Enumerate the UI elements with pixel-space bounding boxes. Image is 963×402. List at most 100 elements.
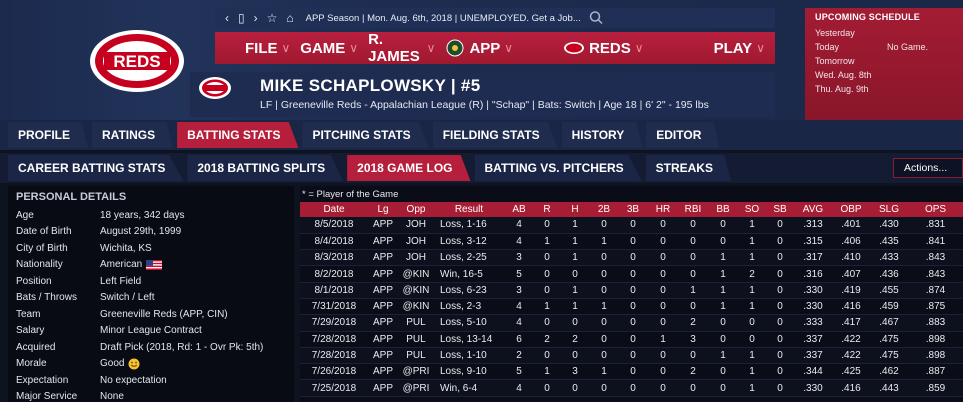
subtab-batting-vs-pitchers[interactable]: BATTING VS. PITCHERS	[474, 155, 642, 181]
table-cell: APP	[368, 363, 398, 381]
column-header[interactable]: AVG	[802, 204, 824, 215]
table-row[interactable]: 8/1/2018 APP @KIN Loss, 6-23 3 0 1 0 0 0 1 1 1 0.330.…	[300, 282, 963, 299]
column-header[interactable]: SLG	[878, 204, 899, 215]
table-cell: 0	[590, 249, 618, 267]
subtab-batting-splits[interactable]: 2018 BATTING SPLITS	[187, 155, 344, 181]
forward-icon[interactable]: ›	[253, 11, 258, 25]
column-header[interactable]: HR	[655, 204, 671, 215]
column-header[interactable]: 2B	[597, 204, 611, 215]
column-header[interactable]: AB	[512, 204, 526, 215]
schedule-row[interactable]: Today No Game.	[815, 42, 929, 52]
column-header[interactable]: R	[543, 204, 551, 215]
reds-logo: REDS	[88, 28, 186, 94]
table-cell: 3	[504, 249, 534, 267]
actions-dropdown[interactable]: Actions...	[893, 158, 963, 178]
subtab-game-log[interactable]: 2018 GAME LOG	[347, 155, 471, 181]
chevron-down-icon: ∨	[281, 41, 291, 55]
table-cell: 0	[738, 331, 766, 348]
tab-ratings[interactable]: RATINGS	[92, 122, 174, 148]
table-cell: 7/31/2018	[300, 298, 368, 316]
table-cell: .313	[794, 217, 832, 234]
back-icon[interactable]: ‹	[225, 11, 229, 25]
table-row[interactable]: 7/29/2018 APP PUL Loss, 5-10 4 0 0 0 0 0 2 0 0 0.333.…	[300, 314, 963, 332]
table-cell: .330	[794, 379, 832, 397]
column-header[interactable]: Date	[323, 204, 345, 215]
subtab-streaks[interactable]: STREAKS	[645, 155, 731, 181]
table-cell: 0	[766, 282, 794, 299]
column-header[interactable]: Result	[454, 204, 484, 215]
table-cell: .425	[832, 363, 870, 381]
table-cell: 8/3/2018	[300, 249, 368, 267]
column-header[interactable]: H	[571, 204, 579, 215]
table-cell: .422	[832, 331, 870, 348]
table-cell: 1	[708, 265, 738, 283]
table-row[interactable]: 7/28/2018 APP PUL Loss, 13-14 6 2 2 0 0 1 3 0 0 0.337…	[300, 331, 963, 348]
table-row[interactable]: 8/4/2018 APP JOH Loss, 3-12 4 1 1 1 0 0 0 0 1 0.315.4…	[300, 233, 963, 251]
phone-icon[interactable]: ▯	[238, 11, 245, 25]
table-row[interactable]: 8/5/2018 APP JOH Loss, 1-16 4 0 1 0 0 0 0 0 1 0.313.4…	[300, 217, 963, 234]
table-cell: 0	[678, 379, 708, 397]
table-cell: 0	[648, 282, 678, 299]
table-row[interactable]: 7/26/2018 APP @PRI Loss, 9-10 5 1 3 1 0 0 2 0 1 0.344…	[300, 363, 963, 381]
table-cell: Win, 6-4	[434, 379, 504, 397]
tab-history[interactable]: HISTORY	[561, 122, 643, 148]
table-cell: 0	[534, 347, 560, 365]
table-cell: .859	[908, 379, 963, 397]
column-header[interactable]: RBI	[684, 204, 702, 215]
table-cell: 0	[590, 314, 618, 332]
main-menu: FILE ∨ GAME ∨ R. JAMES ∨ APP ∨ REDS ∨ PLAY ∨	[215, 31, 775, 65]
schedule-row[interactable]: Wed. Aug. 8th	[815, 70, 872, 80]
column-header[interactable]: OBP	[840, 204, 862, 215]
star-icon[interactable]: ☆	[266, 11, 278, 25]
column-header[interactable]: Opp	[406, 204, 426, 215]
breadcrumb: APP Season | Mon. Aug. 6th, 2018 | UNEMP…	[305, 12, 581, 24]
tab-editor[interactable]: EDITOR	[646, 122, 720, 148]
column-header[interactable]: Lg	[377, 204, 389, 215]
detail-row: Age 18 years, 342 days	[16, 209, 185, 221]
tab-batting-stats[interactable]: BATTING STATS	[177, 122, 299, 148]
table-row[interactable]: 7/25/2018 APP @PRI Win, 6-4 4 0 0 0 0 0 0 0 1 0.330.4…	[300, 379, 963, 397]
schedule-row[interactable]: Tomorrow	[815, 56, 855, 66]
table-cell: .887	[908, 363, 963, 381]
table-cell: .874	[908, 282, 963, 299]
table-cell: 1	[590, 298, 618, 316]
table-cell: 7/29/2018	[300, 314, 368, 332]
detail-row: City of Birth Wichita, KS	[16, 242, 152, 254]
tab-pitching-stats[interactable]: PITCHING STATS	[302, 122, 429, 148]
table-cell: 1	[738, 298, 766, 316]
table-cell: 0	[678, 233, 708, 251]
menu-file[interactable]: FILE ∨	[245, 39, 291, 57]
table-cell: .417	[832, 314, 870, 332]
svg-text:REDS: REDS	[113, 52, 160, 71]
table-row[interactable]: 7/28/2018 APP PUL Loss, 1-10 2 0 0 0 0 0 0 1 1 0.337.…	[300, 347, 963, 365]
menu-team[interactable]: REDS ∨	[563, 40, 644, 57]
table-cell: 0	[766, 233, 794, 251]
table-cell: 2	[560, 331, 590, 348]
column-header[interactable]: 3B	[626, 204, 640, 215]
table-cell: PUL	[398, 314, 434, 332]
column-header[interactable]: SO	[744, 204, 760, 215]
column-header[interactable]: BB	[716, 204, 730, 215]
tab-profile[interactable]: PROFILE	[8, 122, 89, 148]
home-icon[interactable]: ⌂	[286, 11, 294, 25]
table-cell: 0	[648, 233, 678, 251]
column-header[interactable]: SB	[773, 204, 787, 215]
table-cell: APP	[368, 249, 398, 267]
schedule-row[interactable]: Thu. Aug. 9th	[815, 84, 869, 94]
schedule-row[interactable]: Yesterday	[815, 28, 855, 38]
menu-game[interactable]: GAME ∨	[300, 39, 359, 57]
table-row[interactable]: 8/2/2018 APP @KIN Win, 16-5 5 0 0 0 0 0 0 1 2 0.316.4…	[300, 265, 963, 283]
table-row[interactable]: 8/3/2018 APP JOH Loss, 2-25 3 0 1 0 0 0 0 1 1 0.317.4…	[300, 249, 963, 267]
table-cell: 6	[504, 331, 534, 348]
table-row[interactable]: 7/31/2018 APP @KIN Loss, 2-3 4 1 1 1 0 0 0 1 1 0.330.…	[300, 298, 963, 316]
menu-manager[interactable]: R. JAMES ∨	[368, 31, 436, 65]
subtab-career-batting-stats[interactable]: CAREER BATTING STATS	[8, 155, 184, 181]
search-field[interactable]	[587, 9, 687, 26]
tab-fielding-stats[interactable]: FIELDING STATS	[432, 122, 558, 148]
column-header[interactable]: OPS	[924, 204, 947, 215]
table-cell: 0	[534, 249, 560, 267]
search-icon[interactable]	[587, 9, 687, 26]
menu-league[interactable]: APP ∨	[445, 39, 513, 57]
menu-play[interactable]: PLAY ∨	[713, 39, 765, 57]
detail-row: Team Greeneville Reds (APP, CIN)	[16, 308, 228, 320]
